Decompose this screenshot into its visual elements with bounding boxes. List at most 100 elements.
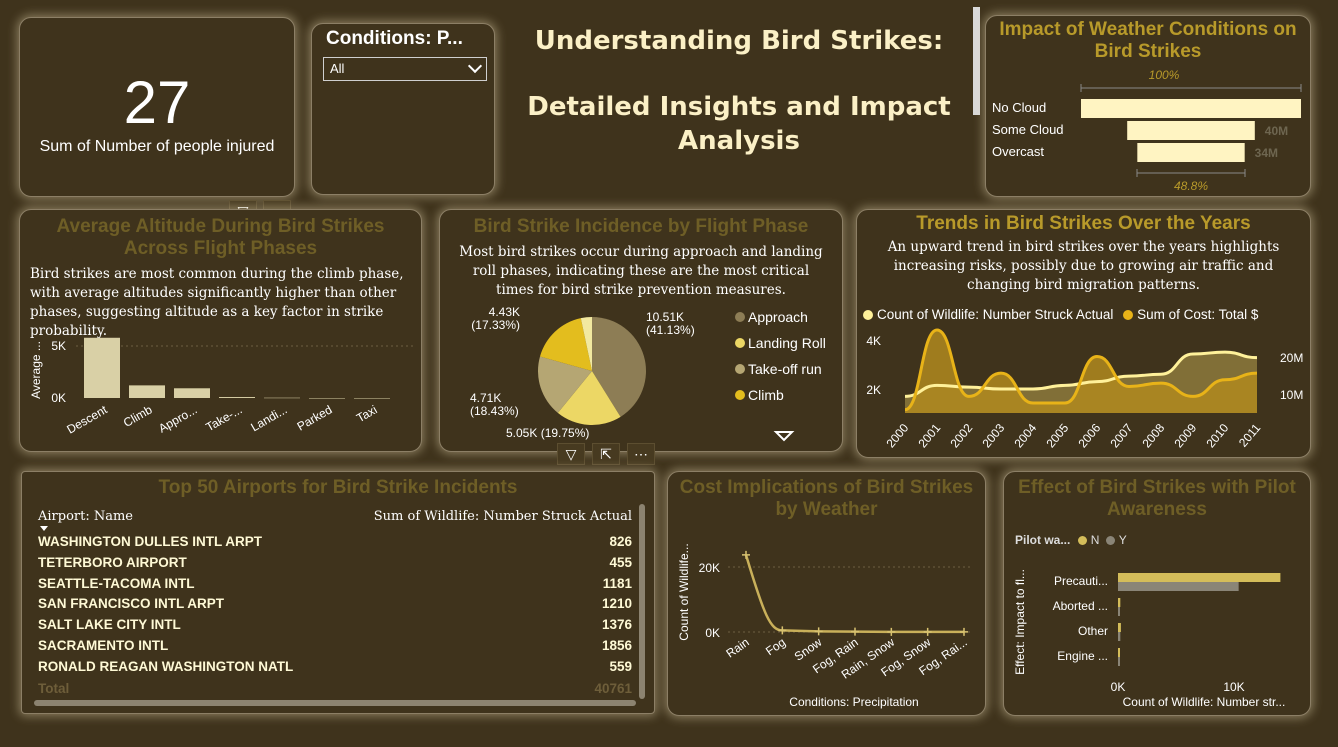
pilot-category: Other <box>1078 624 1108 638</box>
pilot-legend-title: Pilot wa... <box>1015 533 1071 547</box>
altitude-bar <box>264 397 300 399</box>
table-total-row: Total 40761 <box>38 681 632 701</box>
trends-xtick: 2006 <box>1075 421 1103 451</box>
airport-name: SEATTLE-TACOMA INTL <box>38 575 195 591</box>
funnel-row-label: Overcast <box>992 144 1044 159</box>
phase-pie-card[interactable]: Bird Strike Incidence by Flight Phase Mo… <box>439 209 843 452</box>
trends-xtick: 2005 <box>1043 421 1071 451</box>
total-label: Total <box>38 681 70 696</box>
pie-slice <box>538 356 592 413</box>
pie-value-label: 10.51K <box>646 310 684 324</box>
table-row[interactable]: WASHINGTON DULLES INTL ARPT 826 <box>38 534 632 554</box>
vertical-scrollbar[interactable] <box>639 504 645 699</box>
table-row[interactable]: SALT LAKE CITY INTL 1376 <box>38 617 632 637</box>
headline-line2: Detailed Insights and Impact Analysis <box>527 92 951 156</box>
trends-card[interactable]: Trends in Bird Strikes Over the Years An… <box>856 209 1311 458</box>
kpi-value: 27 <box>123 69 191 136</box>
airports-table-card[interactable]: Top 50 Airports for Bird Strike Incident… <box>21 471 655 714</box>
pilot-bar <box>1118 648 1120 657</box>
altitude-title: Average Altitude During Bird Strikes Acr… <box>56 216 385 259</box>
pie-legend-item: Approach <box>748 309 808 325</box>
cost-xtick: Rain <box>723 635 751 661</box>
pie-value-label: 4.71K <box>470 391 501 405</box>
pie-slice <box>580 317 592 371</box>
table-row[interactable]: SAN FRANCISCO INTL ARPT 1210 <box>38 596 632 616</box>
kpi-label: Sum of Number of people injured <box>39 138 275 155</box>
chevron-down-icon <box>467 58 483 74</box>
pie-legend-item: Landing Roll <box>748 335 826 351</box>
cost-point <box>923 627 932 636</box>
altitude-ytick-0k: 0K <box>51 391 66 405</box>
airport-value: 1376 <box>601 617 632 633</box>
legend-dot <box>735 390 745 400</box>
altitude-xtick: Parked <box>295 402 335 433</box>
altitude-bar-chart: Average ... 5K 0K Descent Climb Appro... Ta… <box>29 337 415 437</box>
cost-card[interactable]: Cost Implications of Bird Strikes by Wea… <box>667 471 986 716</box>
filter-icon-2[interactable]: ▽ <box>557 443 585 465</box>
altitude-xtick: Taxi <box>354 402 379 425</box>
cost-point <box>960 627 968 636</box>
trends-xtick: 2004 <box>1011 421 1039 451</box>
scroll-down-icon <box>773 431 795 442</box>
altitude-bar <box>309 398 345 399</box>
pilot-bar <box>1118 657 1120 666</box>
altitude-bar <box>129 385 165 398</box>
altitude-bar <box>84 337 120 398</box>
cost-point <box>742 550 750 559</box>
table-row[interactable]: SACRAMENTO INTL 1856 <box>38 638 632 658</box>
altitude-xtick: Landi... <box>248 402 289 434</box>
conditions-slicer[interactable]: Conditions: P... All <box>311 23 495 195</box>
phase-pie-chart: 10.51K(41.13%) 5.05K (19.75%) 4.71K(18.43%… <box>470 305 826 442</box>
scrollbar[interactable] <box>973 7 980 115</box>
airport-name: RONALD REAGAN WASHINGTON NATL <box>38 658 294 674</box>
pilot-xtick-0k: 0K <box>1111 680 1126 694</box>
cost-xtick: Fog <box>763 635 788 658</box>
altitude-ytick-5k: 5K <box>51 339 66 353</box>
pilot-xtick-10k: 10K <box>1223 680 1244 694</box>
col-struck-actual[interactable]: Sum of Wildlife: Number Struck Actual <box>373 509 632 524</box>
headline-line1: Understanding Bird Strikes: <box>534 26 944 56</box>
cost-line-path <box>744 554 965 634</box>
pilot-legend-y: Y <box>1118 533 1127 547</box>
trends-xtick: 2003 <box>979 421 1007 451</box>
horizontal-scrollbar[interactable] <box>34 700 636 706</box>
slicer-dropdown[interactable]: All <box>323 57 487 81</box>
funnel-value-label: 34M <box>1255 146 1278 160</box>
pilot-category: Engine ... <box>1057 649 1108 663</box>
table-row[interactable]: TETERBORO AIRPORT 455 <box>38 555 632 575</box>
funnel-bar <box>1137 143 1245 162</box>
pie-pct-label: (18.43%) <box>470 404 519 418</box>
trends-area-chart: 4K 2K 20M 10M 2000 2001 2002 2003 2004 2005 20… <box>866 328 1303 451</box>
funnel-row-label: No Cloud <box>992 100 1046 115</box>
funnel-top-label: 100% <box>1149 68 1180 82</box>
weather-card[interactable]: Impact of Weather Conditions on Bird Str… <box>985 15 1311 197</box>
col-airport-name[interactable]: Airport: Name <box>38 509 134 524</box>
legend-dot <box>735 312 745 322</box>
airport-value: 1181 <box>602 575 632 591</box>
pilot-bar <box>1118 623 1121 632</box>
pilot-bar <box>1118 598 1121 607</box>
table-row[interactable]: RONALD REAGAN WASHINGTON NATL 559 <box>38 659 632 679</box>
trends-xtick: 2001 <box>915 421 943 451</box>
airport-name: TETERBORO AIRPORT <box>38 554 187 570</box>
table-row[interactable]: SEATTLE-TACOMA INTL 1181 <box>38 576 632 596</box>
trend-line-cost <box>904 328 1258 412</box>
funnel-bar <box>1081 99 1301 118</box>
kpi-card[interactable]: 27 Sum of Number of people injured <box>19 17 295 197</box>
funnel-bottom-label: 48.8% <box>1174 179 1208 193</box>
pie-pct-label: (17.33%) <box>471 318 520 332</box>
trend-area-cost <box>905 330 1257 413</box>
legend-dot <box>735 364 745 374</box>
pie-slice <box>592 317 646 417</box>
more-options-icon-2[interactable]: ⋯ <box>627 443 655 465</box>
funnel-value-label: 40M <box>1265 124 1288 138</box>
airport-value: 1210 <box>601 596 632 612</box>
trends-xtick: 2007 <box>1107 421 1135 451</box>
pilot-title: Effect of Bird Strikes with Pilot Awaren… <box>1018 477 1296 520</box>
altitude-card[interactable]: Average Altitude During Bird Strikes Acr… <box>19 209 422 452</box>
focus-mode-icon[interactable]: ⇱ <box>592 443 620 465</box>
trends-xtick: 2010 <box>1203 421 1231 451</box>
pilot-card[interactable]: Effect of Bird Strikes with Pilot Awaren… <box>1003 471 1311 716</box>
pilot-bar <box>1118 607 1120 616</box>
altitude-xtick: Descent <box>64 402 110 436</box>
